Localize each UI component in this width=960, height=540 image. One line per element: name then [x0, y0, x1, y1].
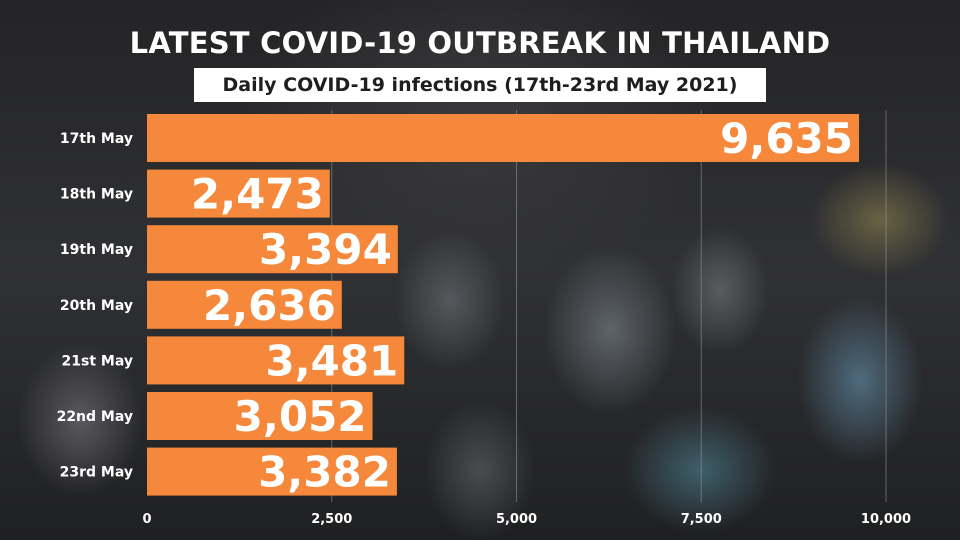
x-tick-label: 0	[142, 512, 151, 527]
bar	[147, 169, 330, 218]
subtitle-box	[194, 68, 766, 102]
gridlines	[331, 110, 887, 502]
x-tick-label: 7,500	[681, 512, 722, 527]
bar-value-label: 3,481	[265, 336, 398, 385]
bar	[147, 225, 398, 274]
bar-value-label: 9,635	[720, 114, 853, 163]
category-label: 20th May	[60, 298, 133, 314]
category-label: 21st May	[62, 353, 133, 369]
bar	[147, 114, 860, 162]
x-tick-label: 5,000	[496, 512, 537, 527]
chart-title: LATEST COVID-19 OUTBREAK IN THAILAND	[129, 26, 831, 60]
category-labels: 17th May 18th May 19th May 20th May 21st May…	[57, 131, 133, 481]
x-axis-ticks: 0 2,500 5,000 7,500 10,000	[142, 512, 911, 527]
x-tick-label: 2,500	[311, 512, 352, 527]
category-label: 22nd May	[57, 409, 133, 425]
category-label: 18th May	[60, 187, 133, 203]
bars: 9,635 2,473 3,394 2,636 3,481 3,052 3,382	[147, 114, 860, 497]
category-label: 19th May	[60, 242, 133, 258]
bar-value-label: 2,636	[203, 281, 336, 330]
x-tick-label: 10,000	[861, 512, 911, 527]
bar-value-label: 3,052	[234, 392, 367, 441]
bar	[147, 280, 342, 329]
bar-value-label: 3,394	[259, 225, 392, 274]
category-label: 23rd May	[60, 465, 133, 481]
chart-subtitle: Daily COVID-19 infections (17th-23rd May…	[222, 74, 738, 96]
bar	[147, 447, 397, 496]
bar-value-label: 3,382	[258, 448, 391, 497]
bar	[147, 392, 373, 440]
bar-value-label: 2,473	[191, 170, 324, 219]
bar	[147, 336, 405, 385]
category-label: 17th May	[60, 131, 133, 147]
